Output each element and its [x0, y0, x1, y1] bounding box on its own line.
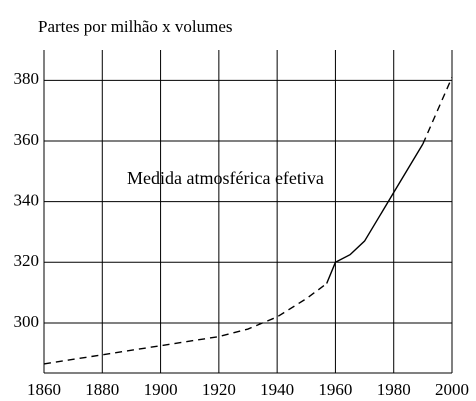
- x-tick-label: 1940: [260, 380, 294, 399]
- x-tick-label: 1980: [377, 380, 411, 399]
- x-tick-label: 1960: [318, 380, 352, 399]
- x-tick-label: 1880: [85, 380, 119, 399]
- x-tick-label: 2000: [435, 380, 469, 399]
- line: [422, 77, 453, 145]
- line: [43, 282, 328, 365]
- y-tick-label: 340: [14, 191, 40, 210]
- x-tick-label: 1900: [144, 380, 178, 399]
- y-tick-label: 360: [14, 130, 40, 149]
- x-tick-label: 1920: [202, 380, 236, 399]
- y-tick-label: 300: [14, 312, 40, 331]
- line: [326, 143, 424, 284]
- annotation: Medida atmosférica efetiva: [127, 168, 324, 188]
- chart-title: Partes por milhão x volumes: [38, 17, 233, 36]
- y-tick-label: 380: [14, 69, 40, 88]
- x-tick-label: 1860: [27, 380, 61, 399]
- y-tick-label: 320: [14, 251, 40, 270]
